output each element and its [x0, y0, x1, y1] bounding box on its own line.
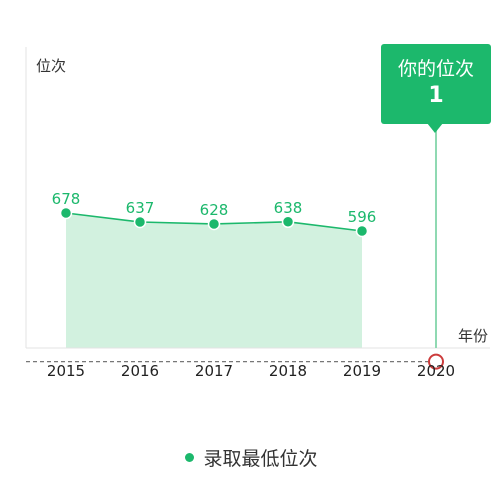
data-label: 637: [126, 199, 155, 217]
your-rank-marker: [428, 353, 444, 370]
x-tick-label: 2020: [417, 362, 455, 380]
series-area: [66, 213, 362, 348]
y-axis-title: 位次: [36, 57, 67, 75]
x-tick-label: 2018: [269, 362, 307, 380]
legend-marker: [185, 453, 195, 462]
x-axis-title: 年份: [458, 327, 489, 345]
x-tick-label: 2017: [195, 362, 233, 380]
x-tick-label: 2016: [121, 362, 159, 380]
data-label: 678: [52, 190, 81, 208]
data-point: [207, 217, 221, 231]
data-label: 628: [200, 201, 229, 219]
data-label: 638: [274, 199, 303, 217]
legend[interactable]: 录取最低位次: [0, 444, 503, 471]
data-point: [133, 215, 147, 229]
plot-area: 678 637 628 638 596 2015 2016 2017 2018 2019 2020: [25, 47, 490, 380]
callout-value: 1: [428, 83, 444, 108]
data-label: 596: [348, 208, 377, 226]
your-rank-callout: 你的位次 1: [381, 44, 491, 124]
data-point: [355, 224, 369, 238]
data-point: [59, 206, 73, 220]
legend-label: 录取最低位次: [203, 448, 318, 470]
data-point: [281, 215, 295, 229]
x-tick-label: 2015: [47, 362, 85, 380]
callout-title: 你的位次: [397, 58, 474, 80]
callout-pointer: [427, 123, 443, 133]
x-tick-label: 2019: [343, 362, 381, 380]
